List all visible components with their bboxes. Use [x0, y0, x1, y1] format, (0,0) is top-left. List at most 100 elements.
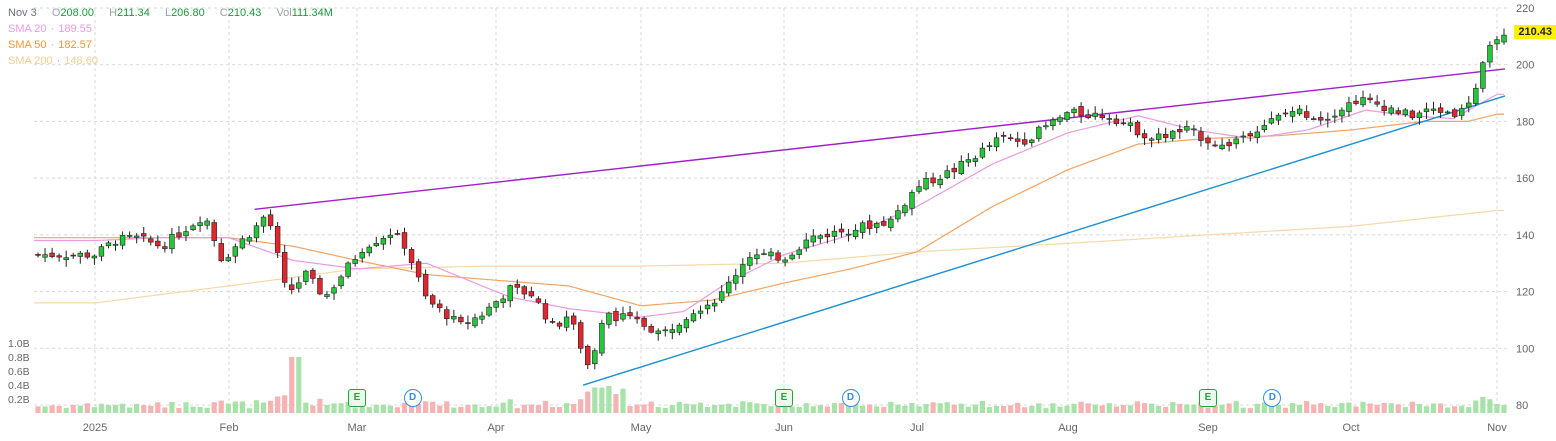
candle-body: [1416, 112, 1423, 119]
candle-body: [606, 312, 612, 325]
volume-bar: [634, 404, 640, 413]
candle-body: [1127, 122, 1134, 126]
volume-bar: [704, 406, 711, 413]
candle-body: [296, 282, 302, 289]
chart-legend: Nov 3 O208.00 H211.34 L206.80 C210.43 Vo…: [8, 5, 333, 69]
time-tick-label: Jun: [775, 422, 793, 434]
volume-bar: [1247, 408, 1253, 413]
volume-bar: [521, 404, 527, 413]
candle-body: [112, 243, 119, 246]
candle-body: [1451, 109, 1458, 117]
earnings-marker[interactable]: E: [1199, 389, 1217, 407]
candle-body: [1268, 118, 1275, 124]
candle-body: [796, 249, 802, 255]
candle-body: [634, 317, 640, 320]
trendlines: [254, 68, 1506, 386]
volume-bar: [1430, 403, 1437, 413]
candle-body: [556, 322, 563, 327]
open-key: O: [51, 7, 61, 19]
candle-body: [119, 235, 126, 246]
time-tick-label: Oct: [1342, 422, 1359, 434]
candle-body: [930, 177, 936, 184]
time-tick-label: Apr: [487, 422, 504, 434]
volume-bar: [817, 405, 823, 413]
candle-body: [662, 329, 668, 332]
volume-bar: [1240, 407, 1246, 413]
volume-bar: [1022, 407, 1028, 413]
sma20-legend[interactable]: SMA 20 · 189.55: [8, 23, 92, 35]
earnings-marker[interactable]: E: [348, 389, 366, 407]
volume-bar: [1289, 403, 1296, 413]
volume-tick-label: 0.4B: [8, 380, 30, 392]
volume-bar: [733, 406, 739, 413]
volume-bar: [1064, 405, 1070, 413]
volume-bar: [1099, 405, 1105, 413]
candle-body: [881, 221, 887, 226]
volume-bar: [867, 404, 873, 413]
candle-body: [1423, 108, 1430, 113]
volume-bar: [465, 404, 471, 413]
candle-body: [1198, 131, 1204, 141]
volume-bar: [754, 403, 760, 413]
volume-bar: [528, 404, 534, 413]
volume-bars: [35, 357, 1507, 413]
volume-bar: [747, 402, 753, 413]
volume-bar: [1445, 407, 1451, 413]
volume-bar: [860, 405, 866, 413]
candle-body: [1339, 109, 1345, 117]
volume-bar: [683, 403, 690, 413]
volume-bar: [874, 406, 880, 413]
candle-body: [718, 291, 725, 301]
volume-bar: [1177, 403, 1183, 413]
volume-bar: [423, 401, 429, 413]
candle-body: [352, 259, 358, 264]
volume-bar: [415, 403, 422, 413]
candle-body: [775, 252, 781, 261]
dividend-marker[interactable]: D: [1263, 389, 1282, 407]
candle-body: [747, 257, 753, 266]
earnings-marker[interactable]: E: [775, 389, 793, 407]
candle-body: [458, 316, 464, 323]
candle-body: [169, 234, 175, 250]
candle-body: [782, 259, 788, 263]
volume-bar: [585, 391, 591, 413]
volume-axis: 0.2B 0.4B 0.6B 0.8B 1.0B: [8, 338, 30, 406]
volume-bar: [401, 402, 408, 413]
candle-body: [331, 287, 337, 294]
dividend-marker[interactable]: D: [841, 389, 860, 407]
candle-body: [852, 229, 859, 237]
candle-body: [437, 303, 443, 308]
candle-body: [394, 233, 401, 235]
volume-tick-label: 0.8B: [8, 352, 30, 364]
candle-body: [1057, 117, 1063, 122]
volume-bar: [472, 404, 478, 413]
volume-bar: [1353, 406, 1359, 413]
candle-body: [810, 235, 816, 243]
candle-body: [888, 218, 894, 228]
candle-body: [923, 177, 929, 190]
volume-bar: [1212, 405, 1218, 413]
candle-body: [1191, 128, 1197, 131]
volume-bar: [324, 404, 330, 413]
volume-bar: [148, 405, 154, 413]
volume-bar: [641, 404, 647, 413]
sma200-legend[interactable]: SMA 200 · 148.60: [8, 55, 98, 67]
price-axis: 80 100 120 140 160 180 200 220: [1516, 3, 1534, 412]
volume-bar: [916, 406, 922, 413]
volume-bar: [451, 407, 457, 413]
candle-body: [63, 257, 69, 260]
sma50-legend[interactable]: SMA 50 · 182.57: [8, 39, 92, 51]
candle-body: [1099, 115, 1105, 119]
volume-bar: [648, 401, 654, 413]
dividend-marker[interactable]: D: [403, 389, 422, 407]
last-price-tag: 210.43: [1514, 25, 1556, 39]
volume-bar: [937, 403, 943, 413]
candle-body: [281, 251, 288, 283]
volume-bar: [1050, 403, 1056, 413]
candle-body: [1282, 112, 1289, 115]
volume-bar: [458, 406, 464, 413]
volume-bar: [923, 403, 929, 413]
candle-body: [1346, 102, 1352, 112]
sma200-label: SMA 200: [8, 55, 53, 67]
